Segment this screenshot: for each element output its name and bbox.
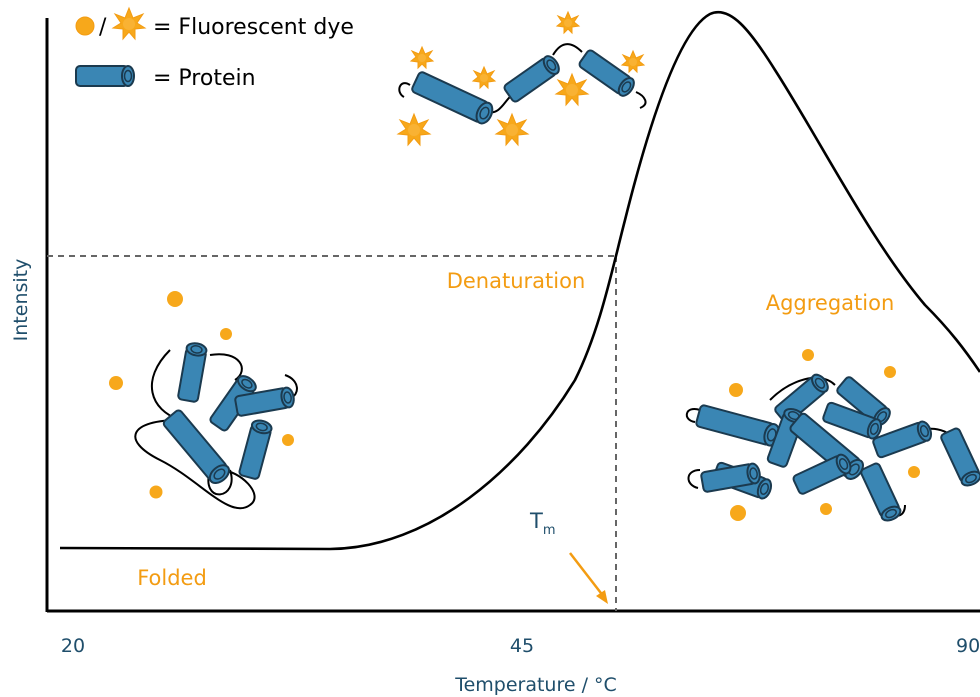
- dye-dot-icon: [75, 16, 95, 36]
- legend-dye-label: = Fluorescent dye: [153, 15, 354, 40]
- legend: / = Fluorescent dye = Protein: [75, 7, 354, 91]
- x-tick-45: 45: [510, 635, 534, 657]
- protein-icon: [75, 65, 135, 87]
- tm-arrowhead: [596, 590, 608, 604]
- label-denaturation: Denaturation: [447, 269, 586, 293]
- legend-protein-label: = Protein: [153, 66, 256, 91]
- x-tick-20: 20: [61, 635, 85, 657]
- free-dye-icon: [167, 291, 183, 307]
- tm-label: Tm: [529, 509, 556, 538]
- legend-separator: /: [99, 15, 107, 40]
- y-axis-label: Intensity: [10, 259, 32, 342]
- dye-star-icon: [112, 7, 146, 40]
- x-axis-label: Temperature / °C: [454, 674, 617, 696]
- label-aggregation: Aggregation: [766, 291, 895, 315]
- melting-curve: [59, 11, 980, 551]
- folded-protein-illustration: [109, 291, 298, 510]
- aggregated-proteins-illustration: [685, 349, 980, 525]
- tm-arrow: [569, 552, 605, 598]
- label-folded: Folded: [137, 566, 207, 590]
- x-tick-90: 90: [956, 635, 980, 657]
- denatured-protein-illustration: [397, 11, 647, 146]
- bound-dye-icon: [410, 46, 434, 69]
